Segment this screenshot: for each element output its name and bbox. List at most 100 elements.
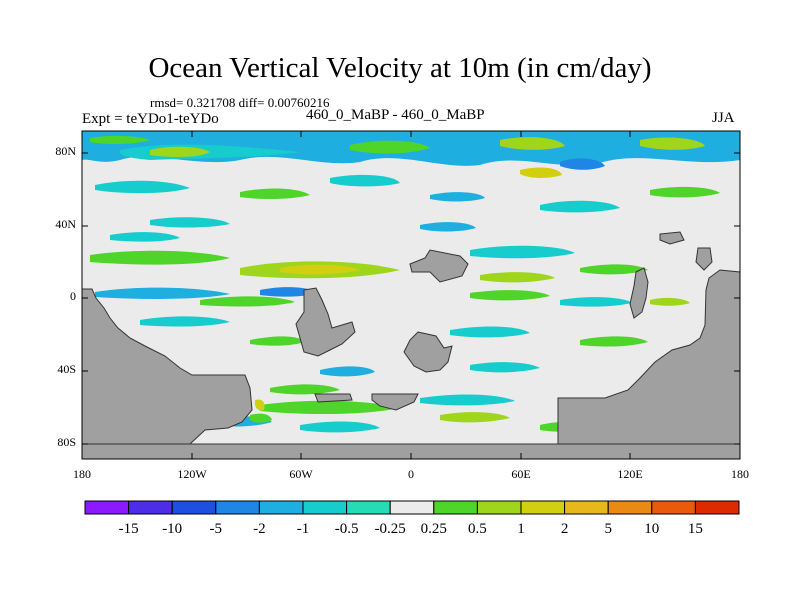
lon-label-60w: 60W [289,467,313,481]
velocity-patch [470,245,575,259]
colorbar-label: 0.5 [468,521,487,537]
case-label: 460_0_MaBP - 460_0_MaBP [306,107,485,123]
velocity-patch [470,290,550,301]
colorbar-swatch [258,500,304,515]
velocity-patch [560,297,632,307]
velocity-patch [650,297,690,306]
colorbar-swatch [651,500,696,515]
lat-label-80n: 80N [55,144,76,158]
colorbar-label: -0.5 [335,521,359,537]
experiment-label: Expt = teYDo1-teYDo [82,111,219,127]
velocity-patch [260,400,400,415]
land-strip-south [314,393,353,403]
contour-fields [82,131,740,433]
axis-ticks [81,131,741,459]
velocity-patch [580,336,648,347]
colorbar-swatch [476,500,522,515]
velocity-patch [95,180,190,194]
velocity-patch [520,167,562,178]
velocity-patch [250,336,305,346]
land-island-north [659,231,685,245]
lon-label-180e: 180 [731,467,749,481]
velocity-patch [650,186,720,198]
velocity-patch [580,264,648,275]
colorbar-label: 15 [688,521,703,537]
season-label: JJA [712,110,735,126]
colorbar-labels: -15 -10 -5 -2 -1 -0.5 -0.25 0.25 0.5 1 2 5 10 15 [119,521,703,537]
land-masses [81,231,741,460]
land-continent-west [295,287,356,357]
land-island-small [695,247,713,271]
colorbar [84,500,740,515]
lon-label-120w: 120W [177,467,207,481]
lon-label-60e: 60E [511,467,530,481]
colorbar-label: -15 [119,521,139,537]
land-south-america [81,288,253,445]
longitude-axis-labels: 180 120W 60W 0 60E 120E 180 [73,467,749,481]
land-africa-australia [557,269,741,445]
velocity-patch [280,264,360,275]
colorbar-label: -0.25 [375,521,406,537]
colorbar-label: -5 [210,521,223,537]
colorbar-swatch [346,500,391,515]
velocity-patch [150,146,210,157]
velocity-patch [320,366,375,377]
lon-label-120e: 120E [617,467,642,481]
velocity-patch [250,413,272,423]
velocity-patch [640,137,705,150]
lat-label-80s: 80S [57,435,76,449]
velocity-patch [430,192,485,202]
velocity-patch [420,394,515,406]
velocity-patch [90,250,230,265]
velocity-patch [470,362,540,373]
colorbar-label: -10 [162,521,182,537]
velocity-patch [270,384,340,395]
lon-label-0: 0 [408,467,414,481]
land-strip-south-2 [371,393,419,411]
velocity-patch [254,399,265,411]
latitude-axis-labels: 80N 40N 0 40S 80S [55,144,76,449]
colorbar-label: 5 [604,521,612,537]
chart-title: Ocean Vertical Velocity at 10m (in cm/da… [148,52,652,84]
colorbar-swatch [302,500,348,515]
velocity-patch [90,135,150,145]
velocity-patch [500,137,565,150]
colorbar-swatch [607,500,653,515]
land-north-block [409,249,469,283]
velocity-patch [440,412,510,423]
colorbar-label: 10 [644,521,659,537]
land-island-east [629,267,649,319]
colorbar-swatch [84,500,130,515]
colorbar-label: 0.25 [421,521,447,537]
velocity-patch [540,200,620,213]
colorbar-swatch [128,500,173,515]
velocity-patch [450,326,530,338]
velocity-patch [140,316,230,327]
colorbar-swatch [389,500,435,515]
lon-label-180w: 180 [73,467,91,481]
velocity-patch [200,296,295,307]
colorbar-label: -1 [297,521,310,537]
colorbar-swatch [520,500,566,515]
velocity-patch [110,232,180,242]
lat-label-40s: 40S [57,362,76,376]
velocity-patch [240,188,310,200]
velocity-patch [420,222,476,232]
land-continent-central [403,331,453,373]
colorbar-label: 2 [561,521,569,537]
colorbar-swatch [564,500,609,515]
lat-label-0: 0 [70,289,76,303]
velocity-patch [150,217,230,228]
colorbar-swatch [215,500,260,515]
colorbar-swatch [694,500,740,515]
lat-label-40n: 40N [55,217,76,231]
velocity-patch [480,272,555,283]
colorbar-swatch [433,500,478,515]
colorbar-label: 1 [517,521,525,537]
rmsd-diff-stats: rmsd= 0.321708 diff= 0.00760216 [150,95,330,110]
velocity-patch [350,140,430,154]
velocity-patch [330,174,400,187]
colorbar-swatch [171,500,217,515]
velocity-patch [95,287,230,299]
